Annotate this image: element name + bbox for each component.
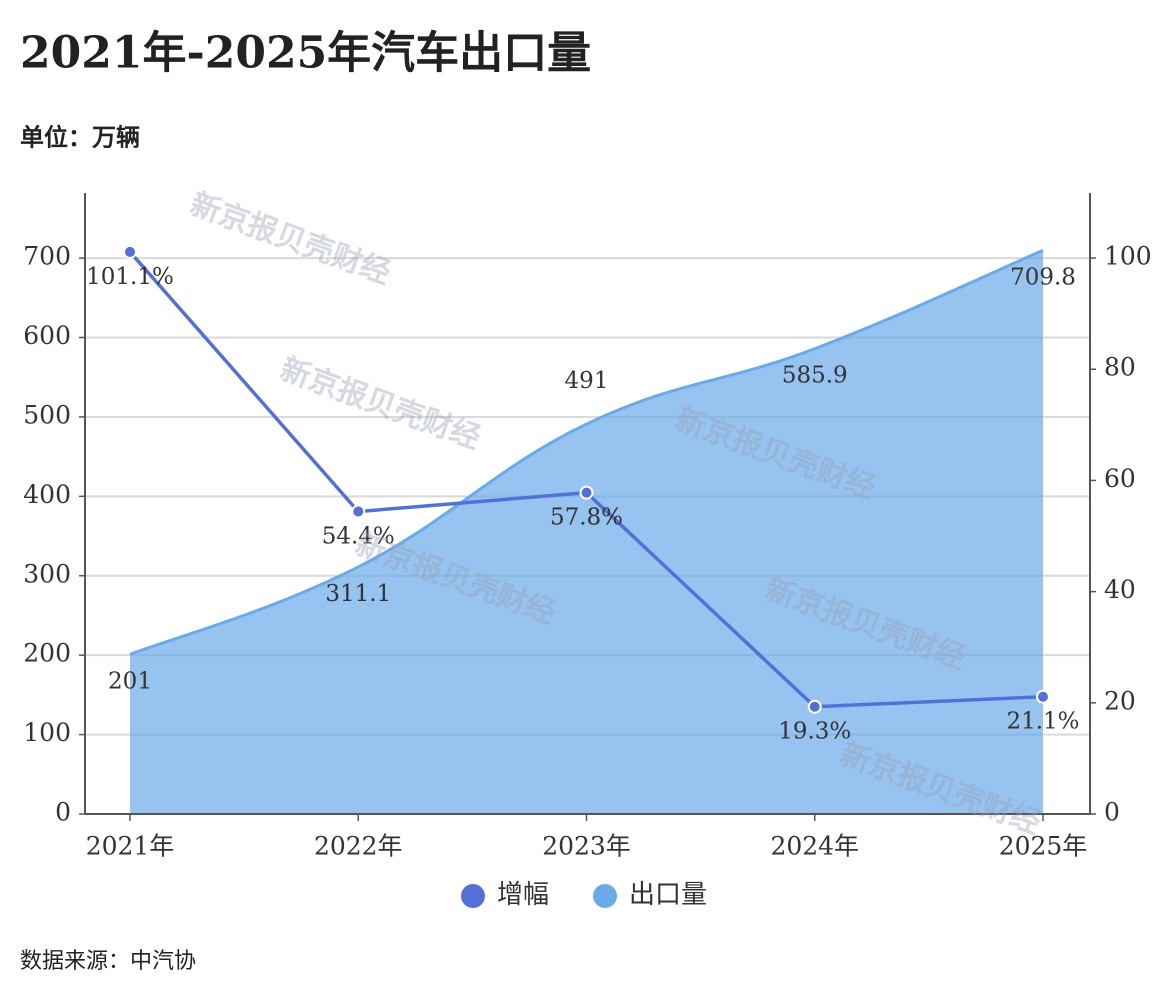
y-tick-label: 300 [23,559,71,588]
chart-title: 2021年-2025年汽车出口量 [20,28,591,79]
y-tick-label: 500 [23,400,71,429]
data-label: 19.3% [778,719,851,745]
point [123,244,137,259]
y2-tick-label: 40 [1104,575,1136,604]
data-label: 311.1 [325,581,391,607]
y-tick-label: 700 [23,242,71,271]
watermark: 新京报贝壳财经 [276,352,485,457]
point [1036,689,1050,704]
data-label: 54.4% [322,524,395,550]
data-label: 101.1% [86,264,174,290]
y2-tick-label: 20 [1104,686,1136,715]
x-tick-label: 2025年 [999,832,1088,861]
legend-label: 增幅 [497,880,549,910]
y-tick-label: 200 [23,639,71,668]
legend-label: 出口量 [629,880,707,910]
legend-swatch [593,884,617,908]
y2-tick-label: 100 [1104,242,1152,271]
watermark: 新京报贝壳财经 [186,187,395,292]
y-tick-label: 100 [23,718,71,747]
subtitle: 单位：万辆 [20,123,140,152]
x-tick-label: 2024年 [770,832,859,861]
data-label: 21.1% [1006,709,1079,735]
y2-tick-label: 80 [1104,353,1136,382]
data-label: 201 [108,668,152,694]
x-tick-label: 2021年 [86,832,175,861]
y2-tick-label: 60 [1104,464,1136,493]
data-label: 585.9 [782,363,848,389]
data-label: 57.8% [550,505,623,531]
y2-tick-label: 0 [1104,798,1120,827]
legend-swatch [461,884,485,908]
point [579,485,594,500]
data-label: 709.8 [1010,264,1076,290]
area [130,250,1043,814]
source: 数据来源：中汽协 [20,949,196,974]
data-label: 491 [565,368,609,394]
y-tick-label: 0 [55,798,71,827]
y-tick-label: 600 [23,321,71,350]
x-tick-label: 2023年 [542,832,631,861]
point [807,699,822,714]
y-tick-label: 400 [23,480,71,509]
x-tick-label: 2022年 [314,832,403,861]
point [351,504,366,519]
area-line [129,248,1044,656]
